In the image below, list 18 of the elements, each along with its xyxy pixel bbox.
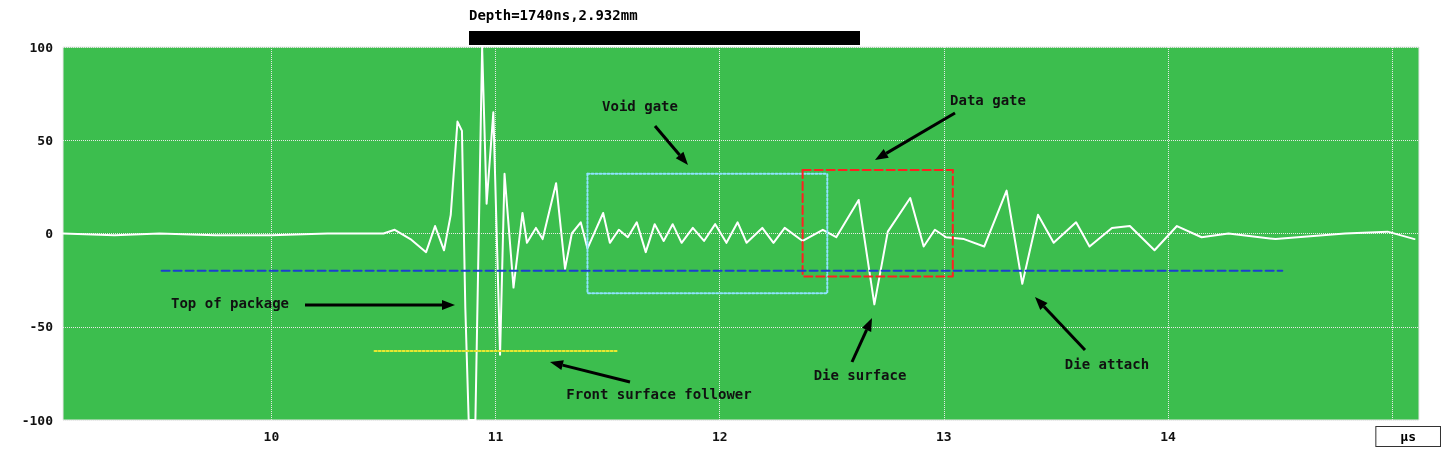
x-tick-label: 12 [711,429,728,444]
x-tick-label: 11 [487,429,504,444]
x-tick-label: 14 [1160,429,1176,444]
annotation: Data gate [950,92,1026,108]
annotation: Top of package [170,295,290,311]
annotation: Front surface follower [566,386,752,402]
y-tick-label: 100 [29,39,54,55]
annotation: Die surface [813,367,907,383]
x-axis-title: µs [1400,429,1416,444]
chart-title: Depth=1740ns,2.932mm [469,7,638,23]
x-tick-label: 13 [936,429,952,444]
x-tick-label: 10 [263,429,280,444]
y-tick-label: -50 [29,319,54,335]
y-tick-label: 0 [45,226,54,241]
y-tick-label: 50 [37,132,54,148]
y-tick-label: -100 [21,412,54,428]
annotation: Void gate [602,98,678,114]
annotation: Die attach [1064,356,1150,372]
